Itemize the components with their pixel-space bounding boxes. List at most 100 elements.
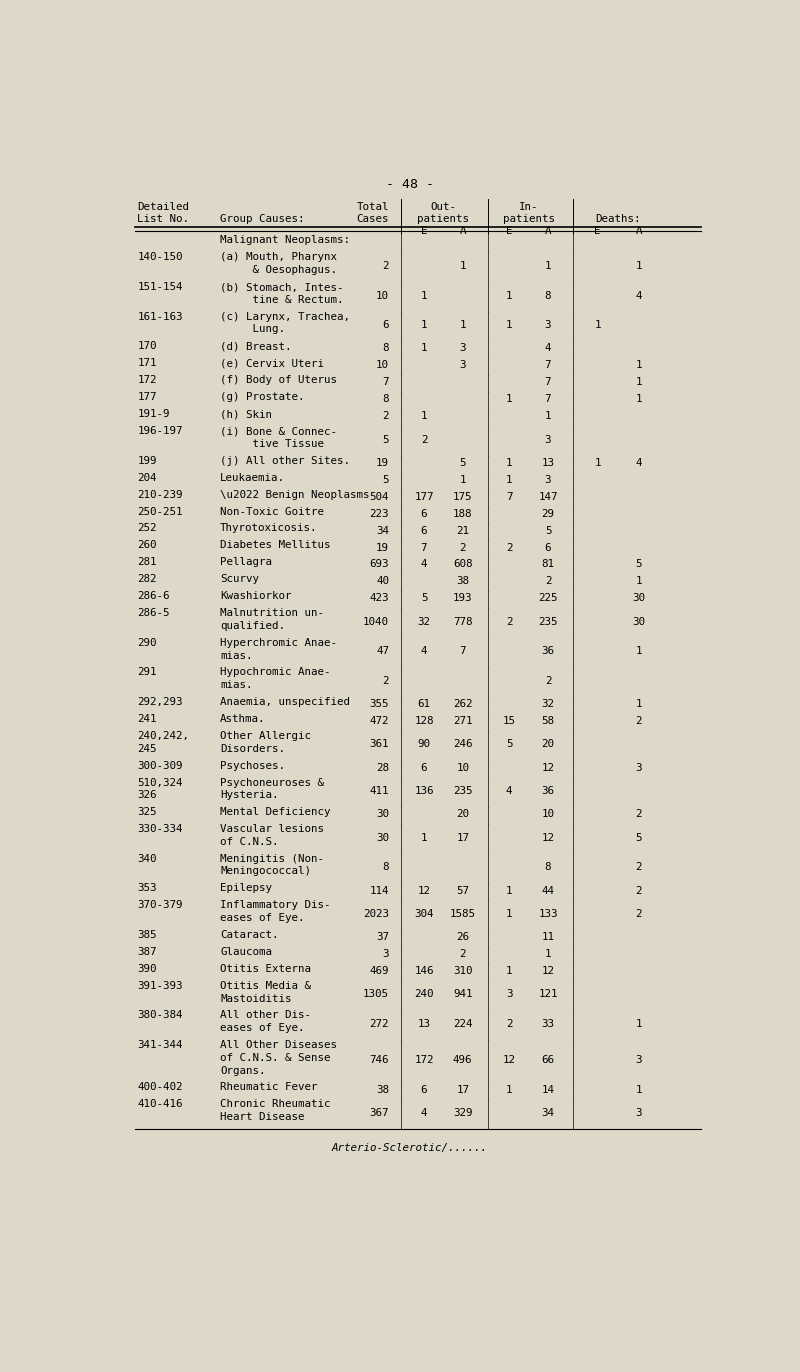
Text: 2: 2 xyxy=(635,908,642,919)
Text: 12: 12 xyxy=(542,966,554,975)
Text: 361: 361 xyxy=(370,740,389,749)
Text: 10: 10 xyxy=(542,809,554,819)
Text: 300-309: 300-309 xyxy=(138,760,182,771)
Text: 4: 4 xyxy=(421,1109,427,1118)
Text: 1585: 1585 xyxy=(450,908,476,919)
Text: 7: 7 xyxy=(506,491,513,502)
Text: Diabetes Mellitus: Diabetes Mellitus xyxy=(220,541,330,550)
Text: (c) Larynx, Trachea,: (c) Larynx, Trachea, xyxy=(220,311,350,321)
Text: Other Allergic: Other Allergic xyxy=(220,731,311,741)
Text: 1: 1 xyxy=(506,1085,513,1095)
Text: 390: 390 xyxy=(138,965,157,974)
Text: All other Dis-: All other Dis- xyxy=(220,1011,311,1021)
Text: 4: 4 xyxy=(635,458,642,468)
Text: 1: 1 xyxy=(594,320,601,331)
Text: 204: 204 xyxy=(138,472,157,483)
Text: 1: 1 xyxy=(506,291,513,300)
Text: Heart Disease: Heart Disease xyxy=(220,1113,305,1122)
Text: 1: 1 xyxy=(421,833,427,842)
Text: 292,293: 292,293 xyxy=(138,697,182,707)
Text: 1: 1 xyxy=(506,320,513,331)
Text: 2: 2 xyxy=(545,676,551,686)
Text: Cataract.: Cataract. xyxy=(220,930,278,940)
Text: (b) Stomach, Intes-: (b) Stomach, Intes- xyxy=(220,283,344,292)
Text: 2: 2 xyxy=(459,542,466,553)
Text: 272: 272 xyxy=(370,1019,389,1029)
Text: 32: 32 xyxy=(542,700,554,709)
Text: 5: 5 xyxy=(506,740,513,749)
Text: 29: 29 xyxy=(542,509,554,519)
Text: 3: 3 xyxy=(459,361,466,370)
Text: Thyrotoxicosis.: Thyrotoxicosis. xyxy=(220,524,318,534)
Text: 10: 10 xyxy=(376,361,389,370)
Text: 172: 172 xyxy=(414,1055,434,1065)
Text: 608: 608 xyxy=(453,560,473,569)
Text: 2: 2 xyxy=(506,542,513,553)
Text: 385: 385 xyxy=(138,930,157,940)
Text: 5: 5 xyxy=(382,435,389,445)
Text: Epilepsy: Epilepsy xyxy=(220,884,272,893)
Text: Mastoiditis: Mastoiditis xyxy=(220,993,292,1003)
Text: 151-154: 151-154 xyxy=(138,283,182,292)
Text: 7: 7 xyxy=(545,361,551,370)
Text: Lung.: Lung. xyxy=(220,324,285,335)
Text: mias.: mias. xyxy=(220,650,253,660)
Text: (j) All other Sites.: (j) All other Sites. xyxy=(220,456,350,465)
Text: 387: 387 xyxy=(138,947,157,956)
Text: 6: 6 xyxy=(421,763,427,772)
Text: 2: 2 xyxy=(506,1019,513,1029)
Text: & Oesophagus.: & Oesophagus. xyxy=(220,265,337,276)
Text: 6: 6 xyxy=(382,320,389,331)
Text: 147: 147 xyxy=(538,491,558,502)
Text: 6: 6 xyxy=(421,525,427,535)
Text: A: A xyxy=(635,226,642,236)
Text: 20: 20 xyxy=(542,740,554,749)
Text: 30: 30 xyxy=(632,593,645,604)
Text: 2: 2 xyxy=(382,261,389,270)
Text: 2: 2 xyxy=(635,809,642,819)
Text: 30: 30 xyxy=(376,833,389,842)
Text: 262: 262 xyxy=(453,700,473,709)
Text: 4: 4 xyxy=(545,343,551,354)
Text: 246: 246 xyxy=(453,740,473,749)
Text: 271: 271 xyxy=(453,716,473,726)
Text: 355: 355 xyxy=(370,700,389,709)
Text: 3: 3 xyxy=(635,1109,642,1118)
Text: 2: 2 xyxy=(382,412,389,421)
Text: 310: 310 xyxy=(453,966,473,975)
Text: 1: 1 xyxy=(635,646,642,656)
Text: 128: 128 xyxy=(414,716,434,726)
Text: 171: 171 xyxy=(138,358,157,368)
Text: 2: 2 xyxy=(545,576,551,586)
Text: 353: 353 xyxy=(138,884,157,893)
Text: 469: 469 xyxy=(370,966,389,975)
Text: 8: 8 xyxy=(382,862,389,873)
Text: 2: 2 xyxy=(506,616,513,627)
Text: 7: 7 xyxy=(545,377,551,387)
Text: 7: 7 xyxy=(382,377,389,387)
Text: 8: 8 xyxy=(545,291,551,300)
Text: 252: 252 xyxy=(138,524,157,534)
Text: Otitis Media &: Otitis Media & xyxy=(220,981,311,991)
Text: 40: 40 xyxy=(376,576,389,586)
Text: Cases: Cases xyxy=(357,214,389,224)
Text: 1: 1 xyxy=(635,361,642,370)
Text: Otitis Externa: Otitis Externa xyxy=(220,965,311,974)
Text: 133: 133 xyxy=(538,908,558,919)
Text: 1: 1 xyxy=(635,377,642,387)
Text: 36: 36 xyxy=(542,786,554,796)
Text: 114: 114 xyxy=(370,885,389,896)
Text: 34: 34 xyxy=(376,525,389,535)
Text: 411: 411 xyxy=(370,786,389,796)
Text: 496: 496 xyxy=(453,1055,473,1065)
Text: 1: 1 xyxy=(421,291,427,300)
Text: 235: 235 xyxy=(538,616,558,627)
Text: E: E xyxy=(421,226,427,236)
Text: 1: 1 xyxy=(545,412,551,421)
Text: A: A xyxy=(459,226,466,236)
Text: 1: 1 xyxy=(506,458,513,468)
Text: patients: patients xyxy=(418,214,470,224)
Text: 329: 329 xyxy=(453,1109,473,1118)
Text: 21: 21 xyxy=(456,525,469,535)
Text: 245: 245 xyxy=(138,744,157,753)
